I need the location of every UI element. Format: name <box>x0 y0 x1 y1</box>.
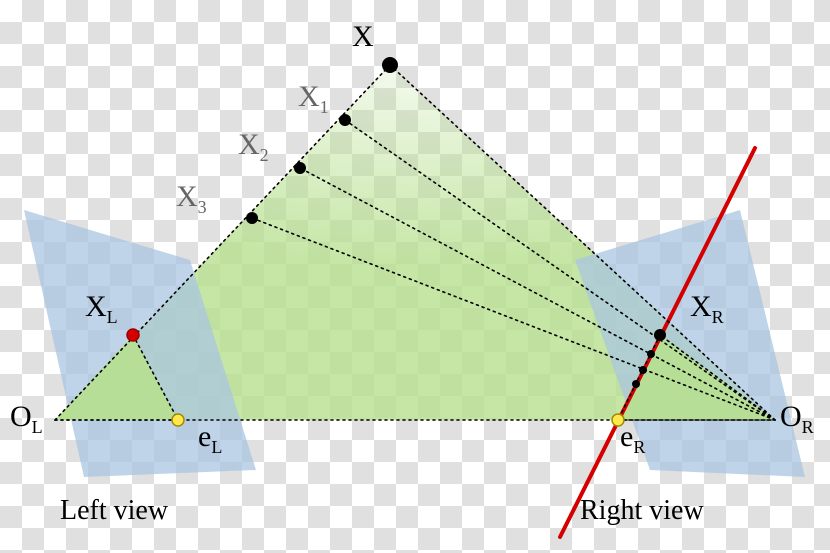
point-xr1 <box>647 350 655 358</box>
point-x1 <box>339 114 351 126</box>
epipolar-diagram: X X1 X2 X3 XL XR OL OR eL eR Left view Right view <box>0 0 830 553</box>
point-xr2 <box>639 366 647 374</box>
point-xl <box>127 329 139 341</box>
diagram-svg <box>0 0 830 553</box>
label-er: eR <box>620 420 645 458</box>
point-xr <box>654 329 666 341</box>
caption-right: Right view <box>580 495 704 527</box>
label-x: X <box>352 20 374 54</box>
label-xl: XL <box>85 290 118 328</box>
point-el <box>172 414 184 426</box>
label-ol: OL <box>10 400 43 438</box>
point-x2 <box>294 162 306 174</box>
label-el: eL <box>198 420 222 458</box>
point-xr3 <box>632 380 640 388</box>
label-xr: XR <box>690 290 724 328</box>
caption-left: Left view <box>60 495 168 527</box>
point-x3 <box>246 212 258 224</box>
label-x3: X3 <box>176 180 207 218</box>
label-x1: X1 <box>298 80 329 118</box>
label-x2: X2 <box>238 128 269 166</box>
point-x <box>382 57 398 73</box>
label-or: OR <box>780 400 814 438</box>
